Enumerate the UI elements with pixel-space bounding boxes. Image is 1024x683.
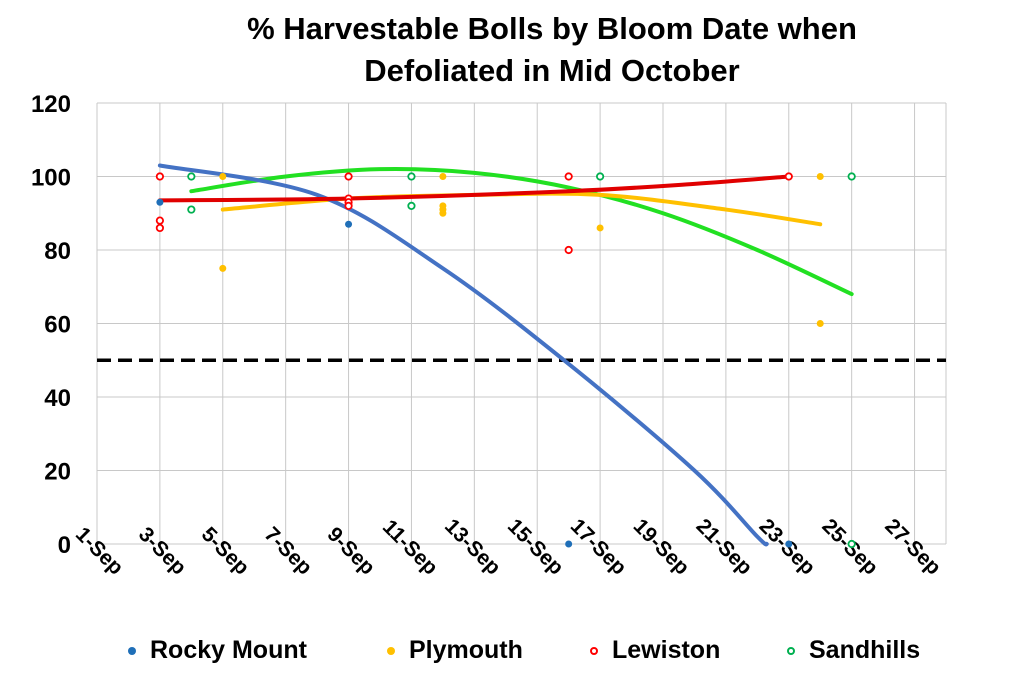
legend-item-lewiston: Lewiston	[590, 636, 720, 665]
legend-marker-plymouth	[387, 646, 395, 655]
legend-label-sandhills: Sandhills	[809, 636, 921, 664]
point-lewiston-9	[784, 172, 793, 181]
legend-marker-rocky-mount	[128, 646, 136, 655]
x-tick-label-5: 11-Sep	[378, 515, 442, 579]
y-tick-label-3: 60	[44, 312, 71, 339]
legend-marker-sandhills	[787, 646, 795, 655]
chart-title: % Harvestable Bolls by Bloom Date when D…	[100, 8, 1004, 92]
point-sandhills-4	[596, 172, 605, 181]
point-sandhills-6	[847, 539, 856, 549]
legend-item-rocky-mount: Rocky Mount	[128, 636, 307, 665]
point-lewiston-8	[564, 245, 573, 255]
legend-label-plymouth: Plymouth	[409, 636, 523, 664]
chart-title-line-1: % Harvestable Bolls by Bloom Date when	[247, 11, 857, 46]
trendline-rocky-mount	[157, 163, 769, 547]
point-plymouth-7	[596, 224, 604, 232]
point-plymouth-6	[439, 209, 447, 217]
y-tick-label-6: 120	[31, 91, 71, 118]
legend-item-plymouth: Plymouth	[387, 636, 523, 665]
legend-item-sandhills: Sandhills	[787, 636, 920, 665]
x-tick-label-3: 7-Sep	[260, 523, 317, 580]
point-lewiston-3	[344, 172, 353, 181]
x-tick-label-9: 19-Sep	[629, 515, 694, 580]
x-tick-label-1: 3-Sep	[134, 523, 191, 580]
point-plymouth-3	[439, 173, 447, 180]
y-tick-label-1: 20	[44, 459, 71, 486]
y-tick-label-0: 0	[58, 532, 71, 559]
point-plymouth-0	[219, 173, 227, 180]
y-tick-label-5: 100	[31, 165, 71, 192]
point-sandhills-0	[187, 172, 196, 181]
legend-label-lewiston: Lewiston	[612, 636, 721, 664]
point-sandhills-2	[407, 172, 416, 181]
point-rocky-mount-2	[565, 540, 573, 548]
x-tick-label-11: 23-Sep	[755, 515, 820, 580]
point-lewiston-7	[564, 172, 573, 181]
point-lewiston-6	[344, 201, 353, 210]
trendline-lewiston	[157, 174, 791, 203]
x-tick-label-6: 13-Sep	[440, 515, 505, 580]
x-tick-label-4: 9-Sep	[323, 523, 380, 580]
point-rocky-mount-1	[345, 220, 353, 228]
x-tick-label-7: 15-Sep	[503, 515, 568, 580]
point-rocky-mount-3	[785, 540, 793, 548]
trendline-sandhills	[189, 167, 854, 297]
legend-label-rocky-mount: Rocky Mount	[150, 636, 307, 664]
point-sandhills-3	[407, 201, 416, 210]
point-lewiston-0	[155, 172, 164, 181]
point-sandhills-5	[847, 172, 856, 181]
x-tick-label-13: 27-Sep	[880, 515, 945, 580]
point-lewiston-1	[155, 216, 164, 225]
x-tick-label-8: 17-Sep	[566, 515, 631, 580]
point-plymouth-8	[816, 173, 824, 180]
point-plymouth-1	[219, 264, 227, 272]
x-tick-label-2: 5-Sep	[197, 523, 254, 580]
point-plymouth-9	[816, 320, 824, 327]
y-tick-label-4: 80	[44, 238, 71, 265]
point-sandhills-1	[187, 205, 196, 214]
legend-marker-lewiston	[590, 646, 598, 655]
chart-title-line-2: Defoliated in Mid October	[364, 53, 740, 88]
point-lewiston-2	[155, 223, 164, 233]
x-tick-label-0: 1-Sep	[71, 523, 128, 580]
point-rocky-mount-0	[156, 198, 164, 206]
chart-legend: Rocky Mount Plymouth Lewiston Sandhills	[0, 636, 1024, 676]
y-tick-label-2: 40	[44, 385, 71, 412]
